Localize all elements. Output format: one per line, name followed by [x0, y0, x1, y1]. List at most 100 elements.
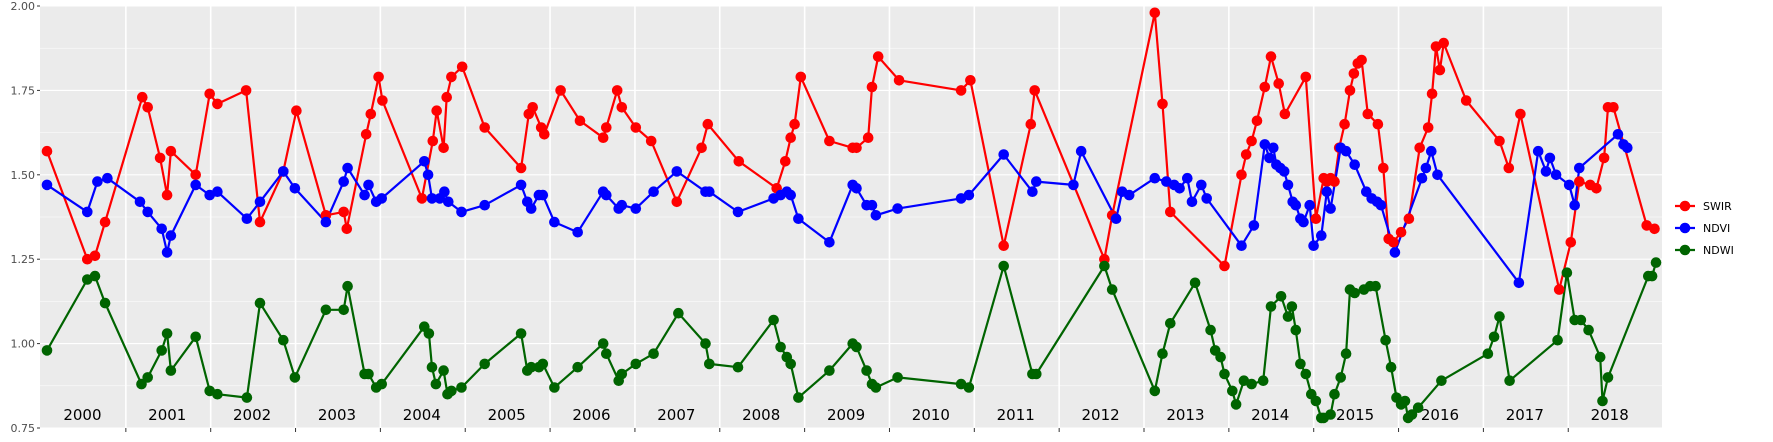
data-point-ndwi — [1282, 311, 1294, 322]
data-point-ndwi — [456, 382, 467, 393]
data-point-ndvi — [572, 226, 583, 238]
data-point-ndvi — [278, 166, 289, 177]
data-point-ndwi — [673, 307, 684, 319]
data-point-ndwi — [537, 358, 549, 370]
y-tick-label: 1.75 — [11, 84, 36, 97]
data-point-ndvi — [134, 196, 146, 208]
data-point-ndwi — [572, 361, 583, 373]
data-point-swir — [645, 135, 657, 147]
data-point-ndwi — [1650, 257, 1662, 268]
data-point-swir — [365, 108, 377, 120]
data-point-ndwi — [998, 260, 1009, 272]
data-point-ndwi — [1436, 375, 1447, 387]
data-point-ndvi — [156, 223, 167, 235]
data-point-ndwi — [1257, 375, 1269, 387]
data-point-swir — [1362, 108, 1374, 120]
data-point-ndwi — [1488, 331, 1500, 343]
data-point-swir — [1515, 108, 1526, 120]
data-point-ndwi — [342, 280, 353, 292]
data-point-ndwi — [1646, 270, 1658, 282]
y-tick-label: 1.50 — [11, 169, 36, 182]
data-point-swir — [696, 142, 707, 154]
data-point-ndvi — [1248, 220, 1260, 231]
data-point-ndwi — [1583, 324, 1594, 336]
data-point-ndwi — [1482, 348, 1494, 360]
data-point-ndwi — [1300, 368, 1312, 380]
data-point-ndwi — [549, 382, 560, 393]
data-point-swir — [1240, 149, 1252, 160]
data-point-swir — [137, 91, 148, 103]
data-point-swir — [789, 118, 800, 130]
data-point-ndwi — [963, 382, 975, 393]
data-point-ndwi — [1385, 361, 1397, 373]
data-point-ndvi — [601, 189, 612, 201]
data-point-swir — [611, 85, 623, 96]
data-point-swir — [1422, 122, 1434, 133]
series-points — [41, 7, 1662, 424]
data-point-ndwi — [700, 338, 711, 349]
data-point-ndvi — [1304, 199, 1315, 211]
data-point-swir — [1344, 85, 1356, 96]
data-point-ndwi — [1380, 334, 1391, 346]
data-point-ndvi — [1110, 213, 1122, 224]
data-point-ndwi — [165, 365, 177, 376]
year-label: 2002 — [233, 406, 271, 424]
data-point-ndwi — [1340, 348, 1352, 360]
year-label: 2011 — [997, 406, 1035, 424]
data-point-swir — [1395, 226, 1407, 238]
data-point-ndvi — [1290, 199, 1302, 211]
data-point-ndwi — [1275, 291, 1287, 302]
data-point-ndvi — [41, 179, 53, 191]
data-point-swir — [733, 156, 745, 167]
data-point-swir — [212, 98, 223, 110]
data-point-ndvi — [630, 203, 642, 214]
data-point-swir — [142, 102, 153, 113]
data-point-swir — [1598, 152, 1610, 164]
data-point-ndvi — [1282, 179, 1294, 191]
year-label: 2014 — [1251, 406, 1289, 424]
data-point-ndwi — [851, 341, 862, 353]
data-point-ndvi — [1426, 145, 1437, 157]
data-point-ndwi — [1561, 267, 1573, 279]
data-point-swir — [1591, 183, 1602, 194]
data-point-ndvi — [1375, 199, 1387, 211]
data-point-ndvi — [785, 189, 796, 201]
data-point-swir — [1503, 162, 1515, 174]
data-point-ndwi — [438, 365, 449, 376]
data-point-swir — [1649, 223, 1660, 235]
data-point-ndvi — [704, 186, 715, 197]
data-point-swir — [998, 240, 1009, 251]
data-point-ndvi — [1325, 203, 1336, 214]
year-label: 2004 — [403, 406, 441, 424]
data-point-ndvi — [1123, 189, 1135, 201]
data-point-ndwi — [785, 358, 796, 370]
data-point-ndvi — [161, 247, 173, 258]
data-point-ndwi — [89, 270, 101, 282]
data-point-ndwi — [1552, 334, 1563, 346]
data-point-swir — [630, 122, 642, 133]
data-point-ndwi — [1310, 395, 1322, 407]
data-point-ndvi — [1574, 162, 1585, 174]
data-point-swir — [1300, 71, 1312, 83]
data-point-swir — [955, 85, 967, 96]
data-point-swir — [240, 85, 252, 96]
data-point-swir — [89, 250, 101, 262]
data-point-swir — [862, 132, 874, 143]
data-point-ndvi — [376, 193, 388, 204]
data-point-swir — [1438, 37, 1449, 49]
data-point-swir — [373, 71, 384, 83]
data-point-ndvi — [1174, 183, 1185, 194]
data-point-swir — [165, 145, 177, 157]
data-point-ndvi — [102, 172, 113, 184]
data-point-ndvi — [92, 176, 103, 187]
year-label: 2013 — [1166, 406, 1204, 424]
data-point-ndvi — [241, 213, 253, 224]
data-point-ndwi — [1246, 378, 1257, 390]
data-point-swir — [527, 102, 538, 113]
data-point-swir — [416, 193, 428, 204]
legend: SWIR NDVI NDWI — [1675, 200, 1734, 257]
data-point-swir — [1251, 115, 1263, 127]
data-point-ndwi — [597, 338, 609, 349]
data-point-swir — [1339, 118, 1350, 130]
data-point-ndvi — [1389, 247, 1401, 258]
